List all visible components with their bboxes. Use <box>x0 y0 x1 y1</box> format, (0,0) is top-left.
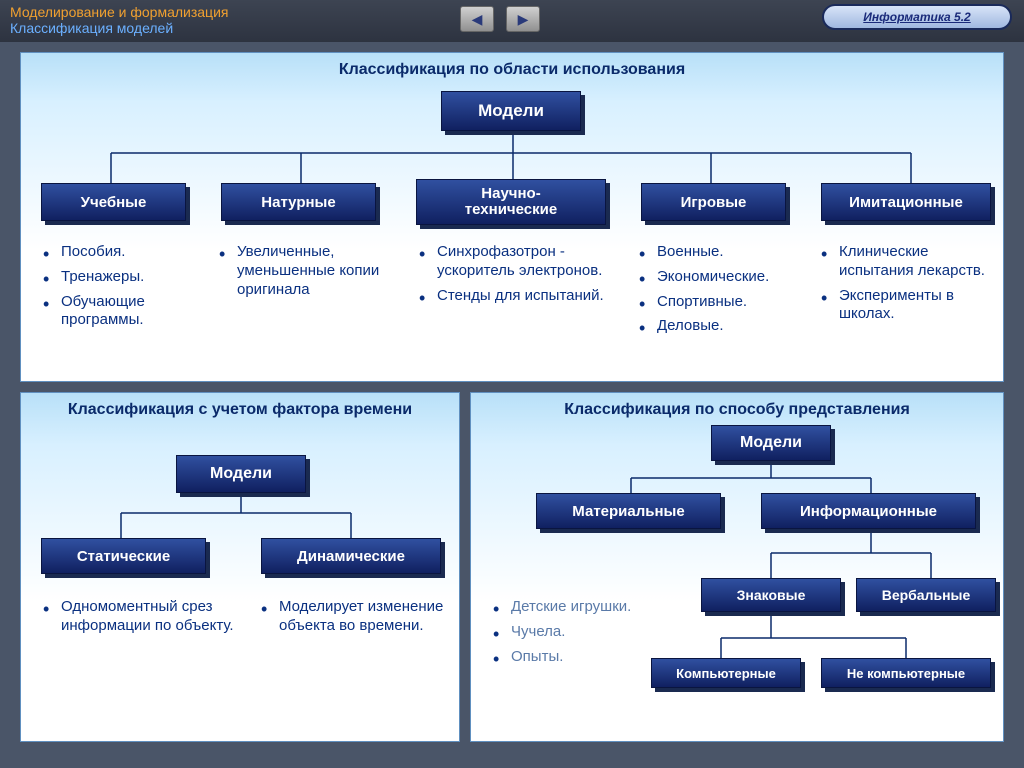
node-static: Статические <box>41 538 206 574</box>
panel-usage-area: Классификация по области использования М… <box>20 52 1004 382</box>
node-dynamic: Динамические <box>261 538 441 574</box>
node-informational: Информационные <box>761 493 976 529</box>
node-models-root-2: Модели <box>176 455 306 493</box>
list-item: Опыты. <box>493 648 653 667</box>
node-educational: Учебные <box>41 183 186 221</box>
list-material: Детские игрушки. Чучела. Опыты. <box>493 598 653 672</box>
course-badge[interactable]: Информатика 5.2 <box>822 4 1012 30</box>
list-item: Моделирует изменение объекта во времени. <box>261 598 451 636</box>
list-item: Спортивные. <box>639 293 804 312</box>
node-noncomputer: Не компьютерные <box>821 658 991 688</box>
list-item: Детские игрушки. <box>493 598 653 617</box>
node-scientific: Научно- технические <box>416 179 606 225</box>
panel1-title: Классификация по области использования <box>21 53 1003 83</box>
panel2-title: Классификация с учетом фактора времени <box>21 393 459 427</box>
list-item: Клинические испытания лекарств. <box>821 243 996 281</box>
list-item: Стенды для испытаний. <box>419 287 619 306</box>
header: Моделирование и формализация Классификац… <box>0 0 1024 42</box>
list-fullscale: Увеличенные, уменьшенные копии оригинала <box>219 243 394 305</box>
panel-time-factor: Классификация с учетом фактора времени М… <box>20 392 460 742</box>
node-sign: Знаковые <box>701 578 841 612</box>
list-item: Военные. <box>639 243 804 262</box>
list-item: Эксперименты в школах. <box>821 287 996 325</box>
list-item: Деловые. <box>639 317 804 336</box>
panel-representation: Классификация по способу представления М… <box>470 392 1004 742</box>
list-item: Обучающие программы. <box>43 293 203 331</box>
node-simulation: Имитационные <box>821 183 991 221</box>
list-item: Одномоментный срез информации по объекту… <box>43 598 238 636</box>
next-button[interactable]: ▶ <box>506 6 540 32</box>
list-simulation: Клинические испытания лекарств. Экспериме… <box>821 243 996 330</box>
prev-button[interactable]: ◀ <box>460 6 494 32</box>
list-item: Синхрофазотрон - ускоритель электронов. <box>419 243 619 281</box>
list-static: Одномоментный срез информации по объекту… <box>43 598 238 642</box>
node-models-root: Модели <box>441 91 581 131</box>
list-dynamic: Моделирует изменение объекта во времени. <box>261 598 451 642</box>
node-material: Материальные <box>536 493 721 529</box>
list-item: Экономические. <box>639 268 804 287</box>
node-computer: Компьютерные <box>651 658 801 688</box>
list-game: Военные. Экономические. Спортивные. Деловые… <box>639 243 804 342</box>
list-item: Увеличенные, уменьшенные копии оригинала <box>219 243 394 299</box>
node-fullscale: Натурные <box>221 183 376 221</box>
node-models-root-3: Модели <box>711 425 831 461</box>
panel3-title: Классификация по способу представления <box>471 393 1003 423</box>
node-game: Игровые <box>641 183 786 221</box>
list-item: Пособия. <box>43 243 203 262</box>
list-item: Чучела. <box>493 623 653 642</box>
list-item: Тренажеры. <box>43 268 203 287</box>
list-educational: Пособия. Тренажеры. Обучающие программы. <box>43 243 203 336</box>
nav-arrows: ◀ ▶ <box>460 6 540 32</box>
node-verbal: Вербальные <box>856 578 996 612</box>
list-scientific: Синхрофазотрон - ускоритель электронов. С… <box>419 243 619 311</box>
